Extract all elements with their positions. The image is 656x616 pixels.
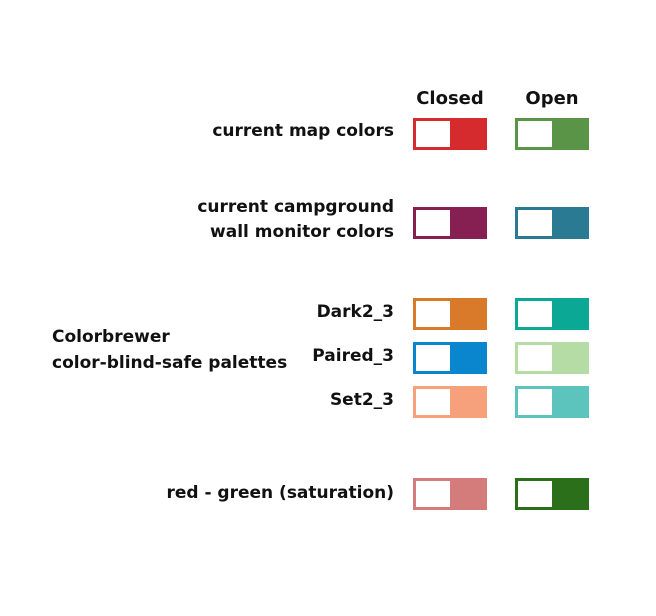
swatch-empty-half [518, 345, 552, 371]
colorbrewer-group-label-line2: color-blind-safe palettes [52, 353, 288, 373]
row-label-paired-3: Paired_3 [312, 346, 394, 366]
swatch-filled-half [552, 481, 586, 507]
swatch-filled-half [552, 389, 586, 415]
swatch-open-dark2-3 [515, 298, 589, 330]
swatch-open-paired-3 [515, 342, 589, 374]
swatch-open-red-green [515, 478, 589, 510]
swatch-closed-campground-monitor [413, 207, 487, 239]
swatch-empty-half [416, 210, 450, 236]
swatch-empty-half [518, 301, 552, 327]
swatch-empty-half [416, 389, 450, 415]
swatch-empty-half [518, 210, 552, 236]
swatch-empty-half [518, 481, 552, 507]
closed-column-header: Closed [416, 88, 484, 109]
swatch-open-current-map [515, 118, 589, 150]
swatch-closed-red-green [413, 478, 487, 510]
swatch-filled-half [552, 210, 586, 236]
swatch-open-campground-monitor [515, 207, 589, 239]
row-label-campground-monitor: current campground wall monitor colors [197, 195, 394, 245]
swatch-filled-half [450, 210, 484, 236]
swatch-filled-half [450, 301, 484, 327]
row-label-set2-3: Set2_3 [329, 390, 394, 410]
swatch-empty-half [518, 389, 552, 415]
swatch-empty-half [416, 481, 450, 507]
swatch-closed-set2-3 [413, 386, 487, 418]
swatch-empty-half [416, 345, 450, 371]
colorbrewer-group-label: Colorbrewer color-blind-safe palettes [52, 324, 287, 376]
swatch-filled-half [552, 121, 586, 147]
row-label-campground-monitor-line1: current campground [197, 197, 394, 217]
swatch-empty-half [416, 121, 450, 147]
row-label-dark2-3: Dark2_3 [316, 302, 394, 322]
swatch-empty-half [416, 301, 450, 327]
swatch-filled-half [450, 121, 484, 147]
swatch-filled-half [450, 481, 484, 507]
swatch-filled-half [552, 345, 586, 371]
open-column-header: Open [525, 88, 579, 109]
swatch-open-set2-3 [515, 386, 589, 418]
row-label-campground-monitor-line2: wall monitor colors [210, 222, 394, 242]
swatch-closed-dark2-3 [413, 298, 487, 330]
swatch-closed-paired-3 [413, 342, 487, 374]
swatch-filled-half [552, 301, 586, 327]
swatch-closed-current-map [413, 118, 487, 150]
swatch-filled-half [450, 389, 484, 415]
colorbrewer-group-label-line1: Colorbrewer [52, 327, 170, 347]
row-label-current-map-colors: current map colors [212, 121, 394, 141]
swatch-empty-half [518, 121, 552, 147]
row-label-red-green-saturation: red - green (saturation) [166, 483, 394, 503]
swatch-filled-half [450, 345, 484, 371]
